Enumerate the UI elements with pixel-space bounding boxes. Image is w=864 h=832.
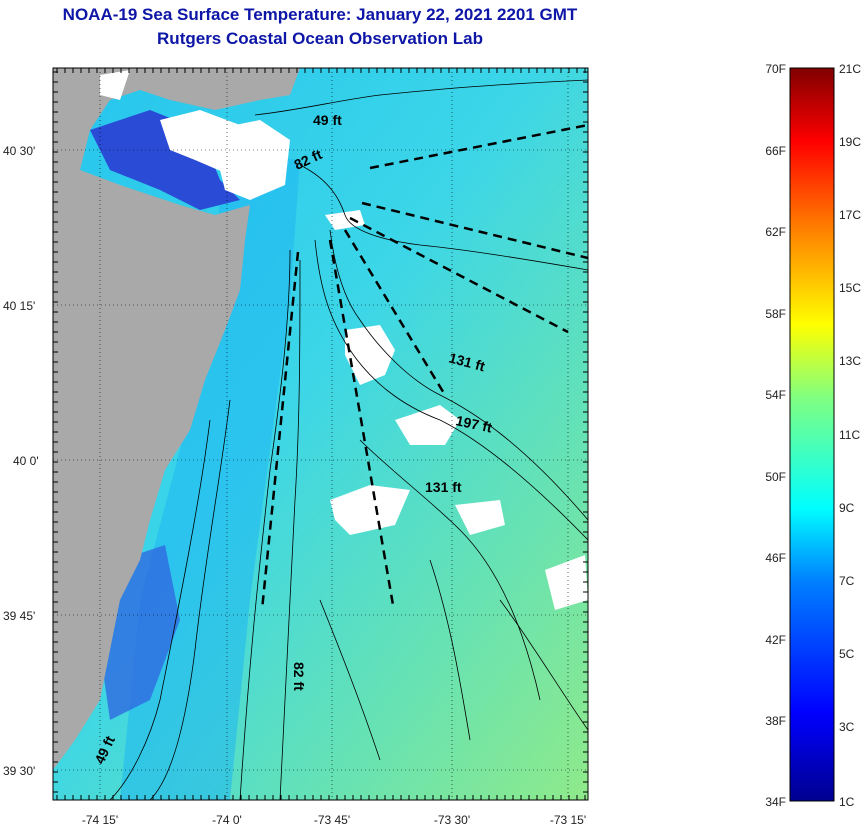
lon-tick-label: -74 0' xyxy=(212,813,242,827)
bathymetry-contours xyxy=(109,79,588,800)
celsius-label: 15C xyxy=(839,281,861,295)
lat-tick-label: 40 15' xyxy=(3,299,35,313)
lon-tick-label: -73 30' xyxy=(434,813,470,827)
depth-label-49ft: 49 ft xyxy=(313,112,342,128)
lon-tick-label: -73 45' xyxy=(314,813,350,827)
cloud-mask xyxy=(100,70,130,100)
celsius-label: 13C xyxy=(839,354,861,368)
colorbar-scale xyxy=(789,67,835,802)
celsius-label: 3C xyxy=(839,720,855,734)
celsius-scale: 21C 19C 17C 15C 13C 11C 9C 7C 5C 3C 1C xyxy=(839,62,861,809)
cloud-mask xyxy=(545,555,588,610)
fahrenheit-label: 50F xyxy=(765,470,786,484)
transect-lines xyxy=(260,123,588,611)
temperature-colorbar: 70F 66F 62F 58F 54F 50F 46F 42F 38F 34F … xyxy=(765,62,861,809)
map-title: NOAA-19 Sea Surface Temperature: January… xyxy=(62,5,578,24)
axis-minor-ticks xyxy=(53,68,588,800)
cloud-mask xyxy=(325,210,365,230)
map-panel: 49 ft 82 ft 131 ft 197 ft 131 ft 82 ft 4… xyxy=(53,68,588,800)
lat-tick-label: 40 30' xyxy=(3,144,35,158)
lon-tick-label: -73 15' xyxy=(550,813,586,827)
fahrenheit-label: 38F xyxy=(765,714,786,728)
fahrenheit-label: 46F xyxy=(765,551,786,565)
lon-tick-label: -74 15' xyxy=(82,813,118,827)
fahrenheit-label: 62F xyxy=(765,225,786,239)
cloud-mask xyxy=(455,500,505,535)
lat-tick-label: 40 0' xyxy=(13,454,39,468)
celsius-label: 1C xyxy=(839,795,855,809)
cloud-mask xyxy=(345,325,395,385)
cold-water-patch xyxy=(90,110,240,210)
land-north xyxy=(110,68,300,110)
celsius-label: 5C xyxy=(839,647,855,661)
depth-label-131ft-south: 131 ft xyxy=(425,479,462,495)
depth-label-82ft-south: 82 ft xyxy=(291,662,307,691)
lat-tick-label: 39 30' xyxy=(3,764,35,778)
fahrenheit-label: 58F xyxy=(765,307,786,321)
celsius-label: 11C xyxy=(839,428,860,442)
cloud-mask xyxy=(395,405,460,445)
fahrenheit-label: 54F xyxy=(765,388,786,402)
celsius-label: 9C xyxy=(839,501,855,515)
celsius-label: 7C xyxy=(839,574,855,588)
celsius-label: 17C xyxy=(839,208,861,222)
fahrenheit-label: 34F xyxy=(765,795,786,809)
celsius-label: 19C xyxy=(839,135,861,149)
depth-label-197ft: 197 ft xyxy=(454,412,493,435)
cloud-mask xyxy=(330,485,410,535)
celsius-label: 21C xyxy=(839,62,861,76)
fahrenheit-label: 70F xyxy=(765,62,786,76)
fahrenheit-label: 42F xyxy=(765,633,786,647)
lat-tick-label: 39 45' xyxy=(3,609,35,623)
fahrenheit-label: 66F xyxy=(765,144,786,158)
cloud-mask xyxy=(210,120,290,200)
map-subtitle: Rutgers Coastal Ocean Observation Lab xyxy=(157,29,483,48)
fahrenheit-scale: 70F 66F 62F 58F 54F 50F 46F 42F 38F 34F xyxy=(765,62,786,809)
land-new-jersey xyxy=(53,68,250,770)
